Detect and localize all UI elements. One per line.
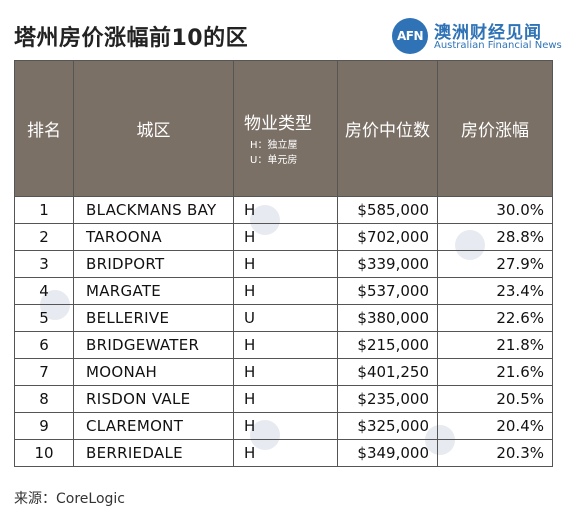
logo: AFN 澳洲财经见闻 Australian Financial News <box>392 16 568 56</box>
cell-district: MOONAH <box>73 358 234 386</box>
cell-rank: 4 <box>14 277 74 305</box>
header-rank: 排名 <box>14 60 74 197</box>
cell-rank: 1 <box>14 196 74 224</box>
cell-type: H <box>233 439 338 467</box>
table-row: 5 BELLERIVE U $380,000 22.6% <box>14 304 553 332</box>
cell-rank: 2 <box>14 223 74 251</box>
cell-price: $325,000 <box>337 412 438 440</box>
cell-rank: 6 <box>14 331 74 359</box>
header-type-label: 物业类型 <box>244 114 312 134</box>
cell-type: H <box>233 277 338 305</box>
header-type-note-h: H：独立屋 <box>250 140 298 151</box>
table-row: 10 BERRIEDALE H $349,000 20.3% <box>14 439 553 467</box>
cell-district: RISDON VALE <box>73 385 234 413</box>
cell-rank: 5 <box>14 304 74 332</box>
cell-growth: 30.0% <box>437 196 553 224</box>
cell-type: H <box>233 358 338 386</box>
cell-district: TAROONA <box>73 223 234 251</box>
cell-type: H <box>233 250 338 278</box>
cell-growth: 27.9% <box>437 250 553 278</box>
cell-growth: 20.4% <box>437 412 553 440</box>
cell-price: $702,000 <box>337 223 438 251</box>
cell-type: U <box>233 304 338 332</box>
cell-growth: 23.4% <box>437 277 553 305</box>
table-row: 7 MOONAH H $401,250 21.6% <box>14 358 553 386</box>
cell-district: BERRIEDALE <box>73 439 234 467</box>
table-row: 3 BRIDPORT H $339,000 27.9% <box>14 250 553 278</box>
data-table: 排名 城区 物业类型 H：独立屋 U：单元房 房价中位数 房价涨幅 1 BLAC… <box>14 60 553 467</box>
cell-growth: 20.5% <box>437 385 553 413</box>
cell-price: $349,000 <box>337 439 438 467</box>
cell-rank: 8 <box>14 385 74 413</box>
cell-growth: 20.3% <box>437 439 553 467</box>
header-type-note-u: U：单元房 <box>250 155 298 166</box>
header-price: 房价中位数 <box>337 60 438 197</box>
cell-price: $380,000 <box>337 304 438 332</box>
cell-price: $401,250 <box>337 358 438 386</box>
cell-price: $215,000 <box>337 331 438 359</box>
table-row: 8 RISDON VALE H $235,000 20.5% <box>14 385 553 413</box>
cell-price: $339,000 <box>337 250 438 278</box>
cell-district: BLACKMANS BAY <box>73 196 234 224</box>
header-district: 城区 <box>73 60 234 197</box>
cell-growth: 22.6% <box>437 304 553 332</box>
source-note: 来源：CoreLogic <box>14 491 125 507</box>
logo-cn-text: 澳洲财经见闻 <box>434 23 542 43</box>
cell-district: BELLERIVE <box>73 304 234 332</box>
cell-rank: 10 <box>14 439 74 467</box>
cell-price: $235,000 <box>337 385 438 413</box>
cell-rank: 9 <box>14 412 74 440</box>
table-row: 2 TAROONA H $702,000 28.8% <box>14 223 553 251</box>
cell-rank: 3 <box>14 250 74 278</box>
cell-type: H <box>233 223 338 251</box>
table-row: 1 BLACKMANS BAY H $585,000 30.0% <box>14 196 553 224</box>
cell-rank: 7 <box>14 358 74 386</box>
cell-type: H <box>233 412 338 440</box>
cell-type: H <box>233 196 338 224</box>
cell-type: H <box>233 385 338 413</box>
header-type: 物业类型 H：独立屋 U：单元房 <box>233 60 338 197</box>
cell-district: CLAREMONT <box>73 412 234 440</box>
cell-growth: 21.6% <box>437 358 553 386</box>
cell-district: BRIDGEWATER <box>73 331 234 359</box>
cell-type: H <box>233 331 338 359</box>
logo-en-text: Australian Financial News <box>434 40 562 51</box>
table-header-row: 排名 城区 物业类型 H：独立屋 U：单元房 房价中位数 房价涨幅 <box>14 60 553 197</box>
cell-price: $585,000 <box>337 196 438 224</box>
table-row: 6 BRIDGEWATER H $215,000 21.8% <box>14 331 553 359</box>
cell-growth: 28.8% <box>437 223 553 251</box>
cell-district: MARGATE <box>73 277 234 305</box>
afn-logo-icon: AFN <box>392 18 428 54</box>
cell-district: BRIDPORT <box>73 250 234 278</box>
table-row: 4 MARGATE H $537,000 23.4% <box>14 277 553 305</box>
cell-growth: 21.8% <box>437 331 553 359</box>
header-growth: 房价涨幅 <box>437 60 553 197</box>
table-row: 9 CLAREMONT H $325,000 20.4% <box>14 412 553 440</box>
cell-price: $537,000 <box>337 277 438 305</box>
page-title: 塔州房价涨幅前10的区 <box>14 26 249 51</box>
